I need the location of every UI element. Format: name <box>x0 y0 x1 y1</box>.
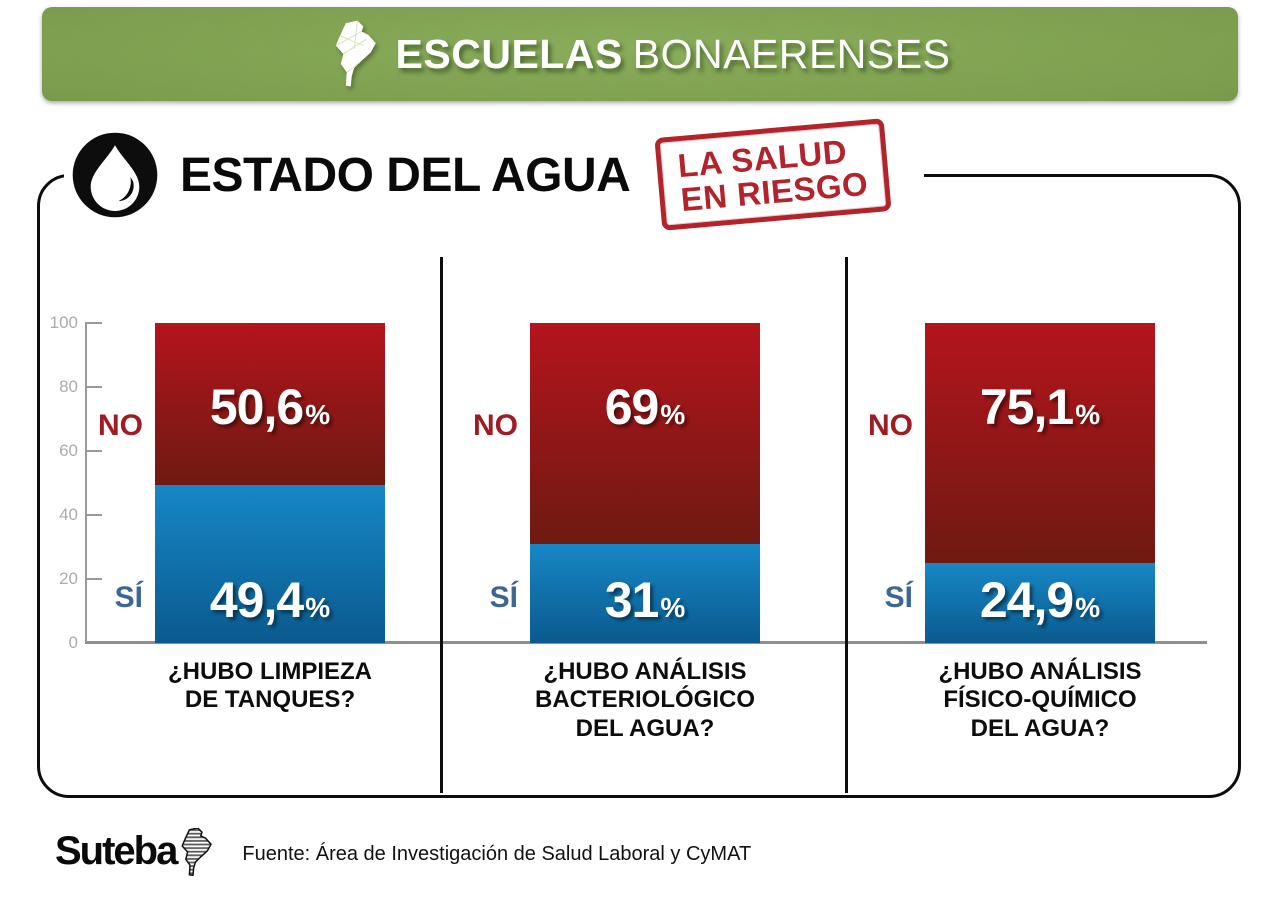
no-percentage-value: 69 <box>604 379 660 435</box>
si-percentage: 31% <box>530 571 760 629</box>
source-text: Fuente: Área de Investigación de Salud L… <box>242 842 752 865</box>
percent-sign: % <box>1075 592 1101 623</box>
banner-title-bold: ESCUELAS <box>395 30 623 77</box>
si-legend-label: SÍ <box>884 581 913 614</box>
percent-sign: % <box>305 592 331 623</box>
chart-limpieza-tanques: NO SÍ 50,6% 49,4% ¿HUBO LIMPIEZA DE TANQ… <box>77 323 385 713</box>
health-risk-stamp: LA SALUD EN RIESGO <box>654 118 892 232</box>
banner-title: ESCUELAS BONAERENSES <box>395 30 951 77</box>
y-tick-label-80: 80 <box>59 377 78 396</box>
bar-segment-no <box>530 323 760 544</box>
no-legend-label: NO <box>98 409 143 442</box>
chart-question: ¿HUBO ANÁLISIS BACTERIOLÓGICO DEL AGUA? <box>535 658 755 742</box>
stacked-bar <box>155 323 385 643</box>
no-percentage-value: 75,1 <box>979 379 1074 435</box>
percent-sign: % <box>305 399 331 430</box>
chart-question: ¿HUBO ANÁLISIS FÍSICO-QUÍMICO DEL AGUA? <box>938 658 1142 742</box>
no-percentage-value: 50,6 <box>209 379 304 435</box>
y-tick-label-20: 20 <box>59 569 78 588</box>
y-tick-label-100: 100 <box>49 313 78 332</box>
divider-2 <box>845 257 848 793</box>
no-percentage: 50,6% <box>155 378 385 436</box>
y-tick-80 <box>85 386 102 388</box>
bar-segment-no <box>925 323 1155 564</box>
percent-sign: % <box>1075 399 1101 430</box>
chart-analisis-bacteriologico: NO SÍ 69% 31% ¿HUBO ANÁLISIS BACTERIOLÓG… <box>452 323 760 742</box>
y-tick-100 <box>85 322 102 324</box>
y-tick-60 <box>85 450 102 452</box>
si-percentage-value: 49,4 <box>209 572 304 628</box>
page-title: ESTADO DEL AGUA <box>180 148 631 202</box>
chart-question: ¿HUBO LIMPIEZA DE TANQUES? <box>168 658 372 714</box>
si-legend-label: SÍ <box>114 581 143 614</box>
bar-segment-no <box>155 323 385 485</box>
si-legend-label: SÍ <box>489 581 518 614</box>
no-percentage: 69% <box>530 378 760 436</box>
y-tick-40 <box>85 514 102 516</box>
water-drop-icon <box>72 132 158 218</box>
divider-1 <box>440 257 443 793</box>
stacked-bar <box>530 323 760 643</box>
no-legend-label: NO <box>868 409 913 442</box>
y-tick-label-0: 0 <box>68 633 78 652</box>
buenos-aires-map-icon <box>335 20 376 87</box>
y-axis-line <box>85 323 87 644</box>
bar-segment-si <box>155 484 385 643</box>
suteba-logo-text: Suteba <box>55 828 178 873</box>
y-tick-20 <box>85 578 102 580</box>
bar-segment-si <box>925 563 1155 643</box>
y-tick-label-60: 60 <box>59 441 78 460</box>
footer: Suteba Fuente: Área de Investigación de … <box>55 826 751 876</box>
si-percentage: 24,9% <box>925 571 1155 629</box>
si-percentage-value: 24,9 <box>979 572 1074 628</box>
no-legend-label: NO <box>473 409 518 442</box>
percent-sign: % <box>660 399 686 430</box>
banner-title-regular: BONAERENSES <box>632 30 951 77</box>
no-percentage: 75,1% <box>925 378 1155 436</box>
suteba-map-icon <box>181 828 213 876</box>
si-percentage: 49,4% <box>155 571 385 629</box>
title-row: ESTADO DEL AGUA LA SALUD EN RIESGO <box>64 118 925 232</box>
bar-segment-si <box>530 543 760 643</box>
stacked-bar <box>925 323 1155 643</box>
chart-analisis-fisico-quimico: NO SÍ 75,1% 24,9% ¿HUBO ANÁLISIS FÍSICO-… <box>847 323 1155 742</box>
percent-sign: % <box>660 592 686 623</box>
y-tick-label-40: 40 <box>59 505 78 524</box>
header-banner: ESCUELAS BONAERENSES <box>42 7 1238 101</box>
si-percentage-value: 31 <box>604 572 660 628</box>
